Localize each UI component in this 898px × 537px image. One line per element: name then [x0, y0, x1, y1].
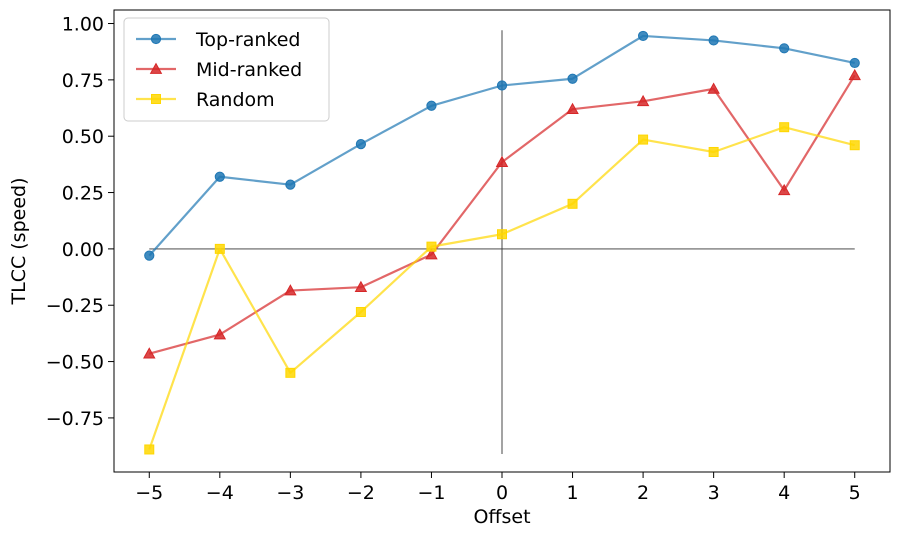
- data-point: [637, 30, 649, 42]
- data-point: [495, 155, 509, 167]
- y-tick-label: 0.75: [62, 70, 104, 92]
- legend-entry: Mid-ranked: [136, 59, 302, 81]
- legend-marker: [150, 33, 162, 45]
- legend: Top-ranked Mid-ranked Random: [123, 17, 330, 122]
- data-point: [636, 94, 650, 107]
- legend-label: Top-ranked: [195, 29, 301, 51]
- series-top-ranked: [144, 30, 860, 261]
- series-mid-ranked: [143, 68, 861, 359]
- data-point: [214, 243, 225, 254]
- data-point: [355, 138, 367, 150]
- data-point: [496, 80, 508, 91]
- y-tick-label: −0.25: [46, 295, 104, 317]
- y-axis-title: TLCC (speed): [8, 178, 30, 306]
- x-tick-label: 1: [566, 482, 578, 504]
- data-point: [567, 73, 578, 84]
- y-tick-label: 0.00: [62, 239, 104, 261]
- x-axis: −5 −4 −3 −2 −1 0 1 2 3 4 5: [135, 472, 861, 504]
- y-tick-label: −0.75: [46, 408, 104, 430]
- data-point: [214, 171, 225, 182]
- legend-entry: Random: [136, 89, 275, 111]
- data-point: [566, 102, 579, 114]
- data-point: [567, 198, 578, 209]
- x-tick-label: −5: [135, 482, 163, 504]
- data-point: [143, 347, 156, 359]
- x-tick-label: 0: [496, 482, 508, 504]
- data-point: [284, 284, 297, 296]
- legend-label: Random: [196, 89, 275, 111]
- data-point: [426, 241, 437, 252]
- data-point: [354, 280, 368, 293]
- x-tick-label: −3: [276, 482, 304, 504]
- reference-lines: [149, 30, 855, 454]
- data-point: [849, 140, 860, 151]
- y-tick-label: −0.50: [46, 352, 104, 374]
- legend-marker: [151, 94, 161, 104]
- data-point: [144, 250, 155, 261]
- data-point: [285, 367, 296, 378]
- y-tick-label: 1.00: [62, 14, 104, 36]
- data-point: [779, 122, 790, 133]
- x-axis-title: Offset: [473, 506, 530, 528]
- data-point: [848, 68, 861, 81]
- data-point: [426, 100, 437, 111]
- data-point: [285, 179, 296, 190]
- data-point: [849, 57, 860, 69]
- y-tick-label: 0.25: [62, 183, 104, 205]
- series-random: [144, 122, 860, 455]
- data-point: [777, 183, 791, 196]
- data-point: [707, 82, 720, 94]
- x-tick-label: 4: [778, 482, 790, 504]
- data-point: [213, 328, 227, 340]
- data-point: [425, 248, 438, 260]
- legend-label: Mid-ranked: [196, 59, 302, 81]
- data-point: [708, 146, 719, 157]
- data-point: [638, 134, 649, 145]
- x-tick-label: −4: [206, 482, 234, 504]
- x-tick-label: −1: [417, 482, 445, 504]
- data-point: [708, 35, 719, 46]
- series-layer: [143, 30, 861, 455]
- data-point: [144, 444, 155, 455]
- x-tick-label: 2: [637, 482, 649, 504]
- x-tick-label: 3: [708, 482, 720, 504]
- legend-box: [123, 17, 330, 122]
- data-point: [497, 229, 507, 240]
- y-tick-label: 0.50: [62, 126, 104, 148]
- data-point: [779, 43, 790, 54]
- x-tick-label: 5: [849, 482, 861, 504]
- y-axis: −0.75 −0.50 −0.25 0.00 0.25 0.50 0.75 1.00: [46, 14, 114, 430]
- data-point: [355, 306, 366, 317]
- legend-marker: [149, 62, 163, 74]
- x-tick-label: −2: [347, 482, 375, 504]
- legend-entry: Top-ranked: [136, 29, 301, 51]
